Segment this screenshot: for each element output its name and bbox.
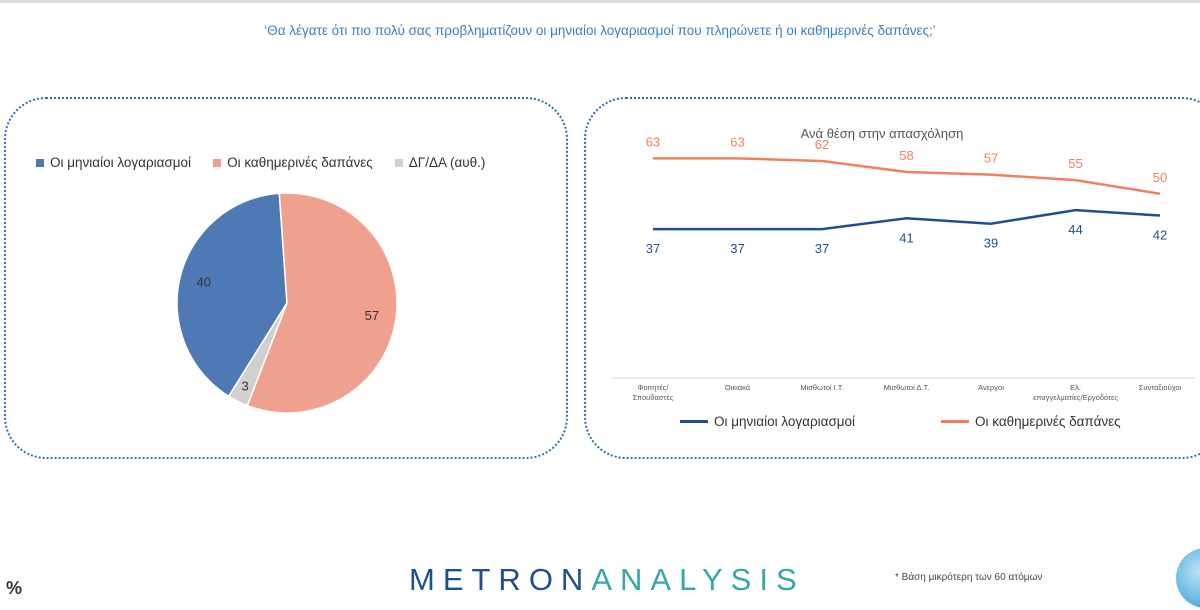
- data-label-monthly: 39: [984, 236, 998, 251]
- data-label-monthly: 41: [899, 230, 913, 245]
- series-line-daily: [653, 157, 1161, 195]
- legend-swatch-monthly: [36, 158, 44, 167]
- legend-line-daily: [941, 420, 969, 423]
- data-label-monthly: 37: [815, 241, 829, 256]
- data-label-daily: 63: [730, 134, 744, 149]
- legend-swatch-dkna: [394, 158, 403, 167]
- pie-slice-daily: [246, 192, 398, 414]
- pie-slice-monthly: [176, 192, 288, 398]
- legend-swatch-daily: [213, 158, 222, 167]
- data-label-monthly: 37: [646, 241, 660, 256]
- x-tick-label: Συνταξιούχοι: [1139, 383, 1182, 392]
- data-label-monthly: 44: [1068, 222, 1082, 237]
- pie-chart-card: [4, 97, 568, 459]
- footnote: * Βάση μικρότερη των 60 ατόμων: [895, 572, 1043, 583]
- legend-line-monthly: [680, 420, 708, 423]
- line-legend-item-monthly: Οι μηνιαίοι λογαριασμοί: [680, 414, 855, 429]
- pie-label-daily: 57: [365, 308, 379, 323]
- x-tick-label: Άνεργοι: [978, 383, 1004, 392]
- data-label-daily: 63: [646, 134, 660, 149]
- x-tick-label: Μισθωτοί Ι.Τ.: [800, 383, 843, 392]
- pie-legend-label-dkna: ΔΓ/ΔΑ (αυθ.): [408, 155, 486, 170]
- line-legend-label-monthly: Οι μηνιαίοι λογαριασμοί: [714, 414, 856, 429]
- series-line-monthly: [653, 208, 1161, 231]
- line-legend-item-daily: Οι καθημερινές δαπάνες: [941, 414, 1121, 429]
- pie-label-monthly: 40: [197, 274, 211, 289]
- pie-legend: Οι μηνιαίοι λογαριασμοί Οι καθημερινές δ…: [36, 155, 507, 170]
- pie-legend-label-daily: Οι καθημερινές δαπάνες: [227, 155, 373, 170]
- pie-slice-dkna: [227, 302, 288, 407]
- data-label-daily: 62: [815, 137, 829, 152]
- line-chart-title: Ανά θέση στην απασχόληση: [800, 126, 964, 141]
- x-tick-label: Ελ. επαγγελματίες/Εργοδότες: [1033, 383, 1118, 402]
- x-tick-label: Φοιτητές/Σπουδαστές: [633, 383, 674, 402]
- data-label-monthly: 37: [730, 241, 744, 256]
- pie-label-dkna: 3: [242, 379, 249, 394]
- x-tick-label: Μισθωτοί Δ.Τ.: [884, 383, 930, 392]
- pie-legend-item-daily: Οι καθημερινές δαπάνες: [213, 155, 373, 170]
- percent-label: %: [6, 578, 23, 598]
- pie-legend-item-dkna: ΔΓ/ΔΑ (αυθ.): [394, 155, 486, 170]
- pie-legend-label-monthly: Οι μηνιαίοι λογαριασμοί: [50, 155, 192, 170]
- data-label-monthly: 42: [1153, 228, 1167, 243]
- pie-legend-item-monthly: Οι μηνιαίοι λογαριασμοί: [36, 155, 191, 170]
- data-label-daily: 55: [1068, 156, 1082, 171]
- line-chart-card: [584, 97, 1200, 459]
- data-label-daily: 50: [1153, 170, 1167, 185]
- data-label-daily: 57: [984, 151, 998, 166]
- top-divider: [0, 0, 1200, 3]
- line-legend-label-daily: Οι καθημερινές δαπάνες: [975, 414, 1121, 429]
- survey-question: ‘Θα λέγατε ότι πιο πολύ σας προβληματίζο…: [264, 23, 936, 38]
- metron-analysis-logo: METRONANALYSIS: [409, 562, 805, 597]
- data-label-daily: 58: [899, 148, 913, 163]
- x-tick-label: Οικιακά: [725, 383, 751, 392]
